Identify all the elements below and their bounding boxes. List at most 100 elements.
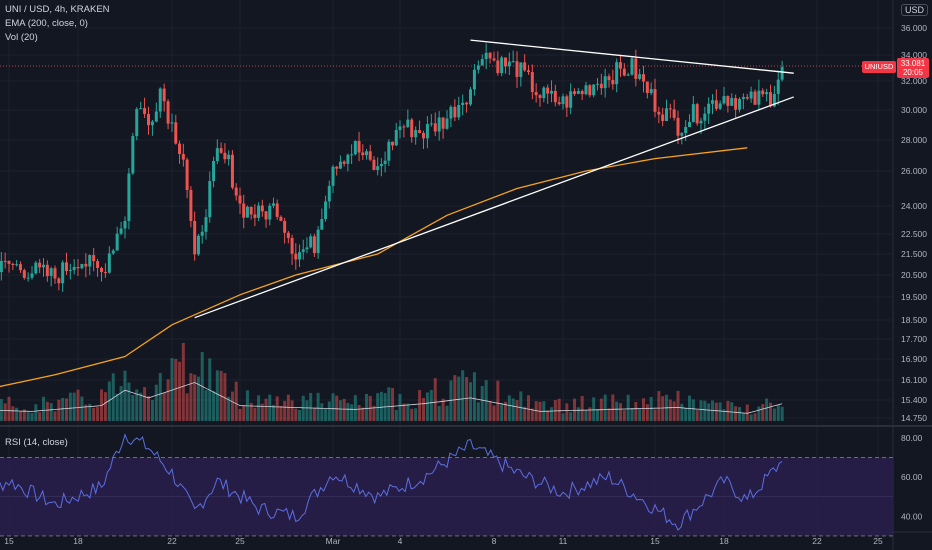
volume-bar-169 [607,408,611,421]
volume-bar-49 [150,399,154,421]
candle-body-117 [406,119,410,128]
candle-body-79 [264,211,268,220]
candle-body-160 [573,91,576,94]
rsi-tick-label: 40.00 [901,511,923,521]
volume-bar-15 [19,411,22,421]
price-tick-label: 20.500 [901,270,927,280]
candle-body-23 [49,268,53,277]
volume-bar-102 [350,404,354,421]
volume-bar-132 [465,377,469,421]
candle-body-99 [338,161,342,169]
candle-body-154 [550,90,553,94]
volume-bar-189 [684,408,688,421]
volume-bar-214 [780,406,784,421]
candle-body-172 [619,62,622,69]
volume-bar-68 [223,373,227,421]
candle-body-48 [147,113,150,126]
volume-bar-122 [425,392,429,421]
price-tick-label: 17.700 [901,334,927,344]
volume-bar-121 [422,397,425,421]
candle-body-45 [135,109,139,137]
volume-bar-177 [638,408,642,421]
axes: 36.000 34.000 32.000 30.000 28.000 26.000 24.0… [4,23,927,546]
volume-bar-76 [253,407,257,421]
candle-body-208 [757,90,761,105]
candle-body-65 [212,161,216,182]
candle-body-187 [676,117,680,136]
ema-label: EMA (200, close, 0) [5,18,88,29]
volume-bar-84 [283,400,287,421]
rsi-legend[interactable]: RSI (14, close) [5,437,72,448]
ema-legend[interactable]: EMA (200, close, 0) [5,18,92,29]
trendlines[interactable] [194,39,794,319]
volume-bar-109 [376,393,380,421]
candle-body-77 [257,205,261,218]
volume-bar-134 [472,372,476,421]
candle-body-41 [119,228,123,234]
volume-bar-139 [492,405,496,421]
volume-bar-185 [668,399,672,421]
volume-bar-33 [88,403,92,421]
candle-body-143 [507,61,511,67]
volume-bar-153 [546,410,550,421]
candle-body-86 [290,237,294,254]
volume-bar-10 [0,399,3,421]
candle-body-27 [65,262,68,272]
volume-bar-212 [772,408,776,421]
candle-body-153 [546,87,550,94]
volume-bar-98 [335,395,339,421]
volume-bar-142 [504,401,507,421]
volume-bar-213 [776,405,780,421]
volume-bar-186 [672,401,676,421]
price-tick-label: 30.000 [901,105,927,115]
candle-body-58 [185,159,189,190]
volume-bar-17 [26,412,30,421]
volume-bar-182 [657,391,661,421]
volume-bar-126 [441,398,445,421]
currency-selector[interactable]: USD [901,4,929,16]
volume-bar-24 [53,411,57,421]
volume-legend[interactable]: Vol (20) [5,32,42,43]
volume-bar-79 [264,398,268,421]
volume-bar-205 [745,404,749,421]
rsi-tick-label: 60.00 [901,472,923,482]
volume-bar-162 [580,395,584,421]
candle-body-213 [776,79,780,94]
volume-bar-130 [457,376,461,421]
candle-body-128 [449,106,453,119]
candle-body-114 [394,130,398,146]
volume-bar-41 [119,386,123,421]
price-tick-label: 21.500 [901,249,927,259]
candle-body-136 [480,59,484,66]
candle-body-163 [584,85,588,95]
candle-body-155 [553,90,557,103]
candle-body-19 [34,262,38,274]
candle-body-146 [519,62,523,77]
volume-bar-48 [147,396,150,421]
volume-bar-136 [480,386,484,421]
candle-body-89 [301,249,305,253]
candle-body-204 [741,96,745,99]
time-tick-label: 25 [873,536,883,546]
price-tick-label: 24.000 [901,201,927,211]
symbol-legend[interactable]: UNI / USD, 4h, KRAKEN [5,4,114,15]
candle-body-25 [57,278,61,284]
volume-bar-146 [519,391,523,421]
rsi-line [0,433,783,531]
volume-bar-18 [30,412,34,421]
volume-bars [0,342,784,421]
candle-body-28 [68,270,72,272]
volume-bar-143 [507,395,511,421]
candle-body-68 [223,152,227,160]
candle-body-134 [472,69,476,90]
candle-body-107 [368,151,372,160]
candle-body-50 [154,111,158,122]
volume-bar-135 [476,402,480,421]
candle-body-70 [230,154,234,188]
candle-body-33 [88,255,92,267]
volume-bar-170 [611,394,615,421]
volume-bar-66 [215,370,219,421]
volume-bar-75 [249,402,253,421]
volume-bar-51 [158,372,162,421]
